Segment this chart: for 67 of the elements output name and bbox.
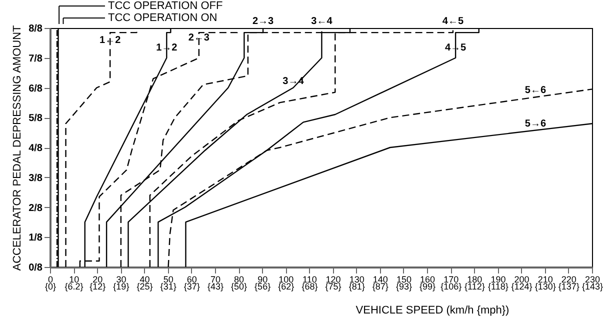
x-tick-label: 170 <box>444 274 459 284</box>
x-tick-label: 70 <box>210 274 220 284</box>
annotation: 5←6 <box>524 85 546 96</box>
x2-tick-label: {43} <box>207 282 224 292</box>
annotation: 2→3 <box>252 16 274 27</box>
x-axis-title: VEHICLE SPEED (km/h {mph}) <box>356 304 510 316</box>
y-tick-label: 1/8 <box>28 232 43 244</box>
y-tick-label: 2/8 <box>28 202 43 214</box>
y-tick-label: 4/8 <box>28 143 43 154</box>
y-tick-label: 5/8 <box>28 113 43 124</box>
x2-tick-label: {143} <box>582 282 604 292</box>
x-tick-label: 220 <box>561 274 576 284</box>
y-tick-label: 6/8 <box>28 83 43 94</box>
annotation: 4←5 <box>442 16 464 27</box>
x2-tick-label: {81} <box>348 282 365 292</box>
x-tick-label: 60 <box>186 274 197 284</box>
x2-tick-label: {25} <box>136 282 153 292</box>
x-tick-label: 100 <box>278 274 294 284</box>
y-tick-label: 0/8 <box>28 262 43 274</box>
x2-tick-label: {112} <box>464 282 485 292</box>
x-tick-label: 120 <box>326 274 341 284</box>
y-tick-label: 7/8 <box>28 53 43 64</box>
x-tick-label: 20 <box>92 274 103 284</box>
x2-tick-label: {87} <box>372 282 388 292</box>
x-tick-label: 30 <box>116 274 126 284</box>
x-tick-label: 130 <box>349 274 364 284</box>
x-tick-label: 140 <box>372 274 388 284</box>
annotation: 5→6 <box>524 118 546 130</box>
x2-tick-label: {124} <box>511 282 532 292</box>
x-tick-label: 160 <box>420 274 436 284</box>
x2-tick-label: {6.2} <box>64 282 84 292</box>
x-tick-label: 10 <box>69 274 80 284</box>
annotation: 3←4 <box>311 16 333 27</box>
x2-tick-label: {130} <box>534 282 556 292</box>
x2-tick-label: {56} <box>254 282 271 292</box>
x2-tick-label: {137} <box>558 282 580 292</box>
x2-tick-label: {106} <box>440 282 462 292</box>
x2-tick-label: {37} <box>184 282 200 292</box>
x2-tick-label: {93} <box>396 282 412 292</box>
text: TCC OPERATION ON <box>108 12 218 24</box>
x-tick-label: 110 <box>302 274 317 284</box>
x-tick-label: 230 <box>584 274 600 284</box>
text: TCC OPERATION OFF <box>108 0 223 12</box>
x2-tick-label: {118} <box>488 282 508 292</box>
x-tick-label: 210 <box>538 274 553 284</box>
x2-tick-label: {99} <box>420 282 436 292</box>
x-tick-label: 200 <box>514 274 530 284</box>
y-tick-label: 3/8 <box>28 172 43 184</box>
x-tick-label: 50 <box>163 274 174 284</box>
x-tick-label: 180 <box>467 274 482 284</box>
y-axis-title: ACCELERATOR PEDAL DEPRESSING AMOUNT <box>12 24 24 271</box>
x2-tick-label: {75} <box>325 282 342 292</box>
x2-tick-label: {19} <box>113 282 130 292</box>
x2-tick-label: {0} <box>44 282 56 292</box>
x2-tick-label: {12} <box>90 282 106 292</box>
x-tick-label: 40 <box>140 274 150 284</box>
x2-tick-label: {68} <box>302 282 318 292</box>
x2-tick-label: {50} <box>231 282 248 292</box>
x-tick-label: 0 <box>48 274 54 284</box>
annotation: 2←3 <box>188 32 210 44</box>
y-tick-label: 8/8 <box>28 24 43 34</box>
x-tick-label: 190 <box>490 274 506 284</box>
x-tick-label: 80 <box>234 274 244 284</box>
x2-tick-label: {31} <box>160 282 176 292</box>
x2-tick-label: {62} <box>278 282 294 292</box>
x-tick-label: 90 <box>258 274 268 284</box>
x-tick-label: 150 <box>396 274 412 284</box>
